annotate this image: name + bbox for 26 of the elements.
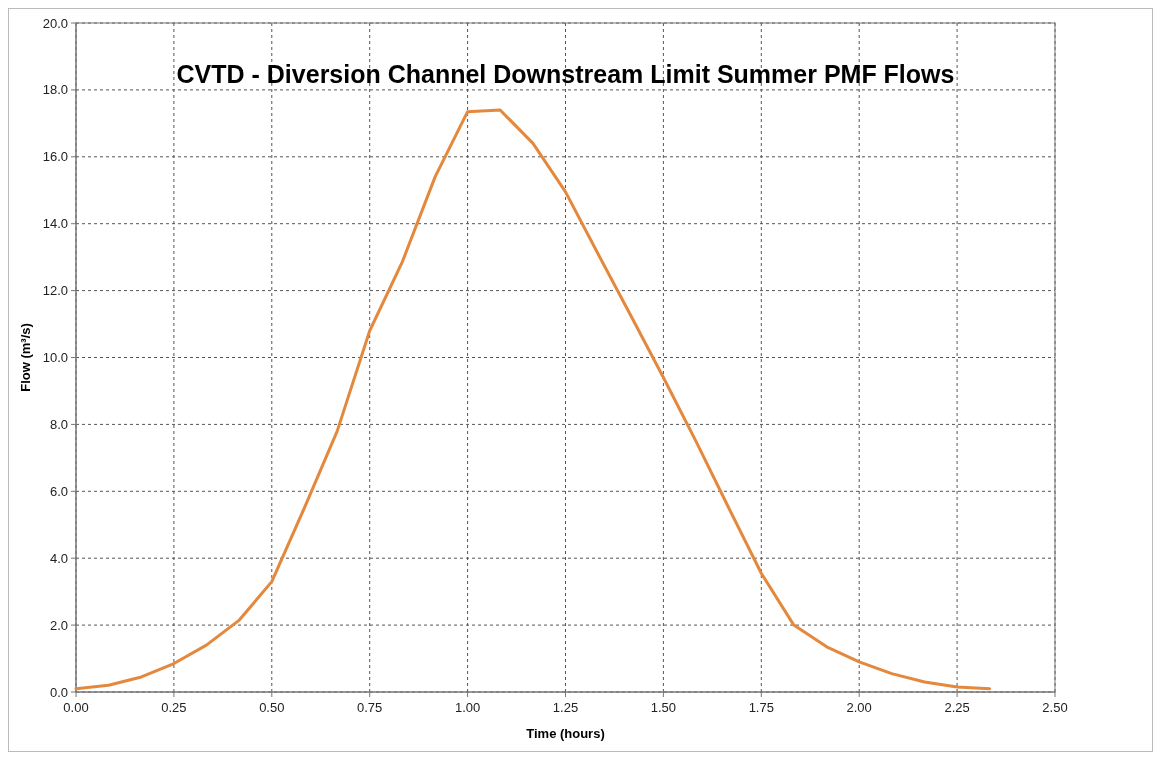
y-tick-label: 4.0	[49, 550, 68, 566]
x-tick-label: 2.50	[1042, 700, 1068, 715]
x-tick-label: 2.25	[944, 700, 970, 715]
y-tick-label: 2.0	[49, 617, 68, 633]
x-tick-label: 1.25	[552, 700, 579, 715]
text: CVTD - Diversion Channel Downstream Limit Summer PMF Flows	[176, 60, 955, 88]
y-tick-label: 20.0	[42, 15, 68, 31]
y-tick-label: 10.0	[42, 350, 68, 366]
y-tick-label: 6.0	[49, 483, 68, 499]
x-tick-label: 0.00	[63, 700, 89, 715]
y-axis-title: Flow (m³/s)	[18, 323, 33, 392]
x-tick-label: 0.25	[161, 700, 187, 715]
line-series	[74, 108, 992, 691]
x-axis-title: Time (hours)	[526, 726, 605, 741]
x-tick-label: 0.75	[357, 700, 383, 715]
y-tick-label: 16.0	[42, 149, 68, 165]
y-tick-label: 18.0	[42, 82, 68, 98]
x-tick-label: 1.00	[454, 700, 481, 715]
y-tick-label: 8.0	[49, 416, 68, 432]
x-tick-label: 0.50	[259, 700, 285, 715]
x-tick-label: 1.50	[650, 700, 677, 715]
x-tick-label: 2.00	[846, 700, 872, 715]
y-tick-label: 0.0	[49, 684, 68, 700]
y-tick-label: 14.0	[42, 216, 68, 232]
y-tick-label: 12.0	[42, 283, 68, 299]
x-tick-label: 1.75	[748, 700, 774, 715]
